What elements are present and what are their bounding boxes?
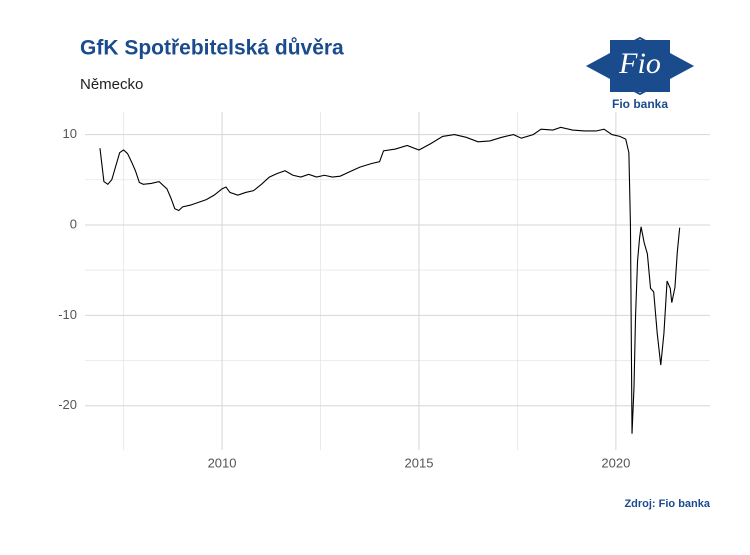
x-tick-label: 2015	[405, 455, 434, 470]
y-tick-label: 0	[70, 216, 77, 231]
data-line	[99, 126, 681, 434]
logo-box	[610, 40, 670, 92]
logo-name: Fio banka	[612, 97, 668, 111]
chart-subtitle: Německo	[80, 76, 143, 93]
logo: Fio Fio banka	[585, 36, 695, 111]
x-tick-label: 2020	[601, 455, 630, 470]
y-tick-label: -10	[58, 307, 77, 322]
source: Zdroj: Fio banka	[624, 498, 710, 510]
chart-title: GfK Spotřebitelská důvěra	[80, 37, 344, 60]
logo-shape	[588, 52, 612, 80]
logo-shape	[668, 52, 692, 80]
y-tick-label: 10	[63, 126, 77, 141]
x-tick-label: 2010	[208, 455, 237, 470]
y-tick-label: -20	[58, 397, 77, 412]
logo-mark: Fio	[618, 47, 661, 80]
